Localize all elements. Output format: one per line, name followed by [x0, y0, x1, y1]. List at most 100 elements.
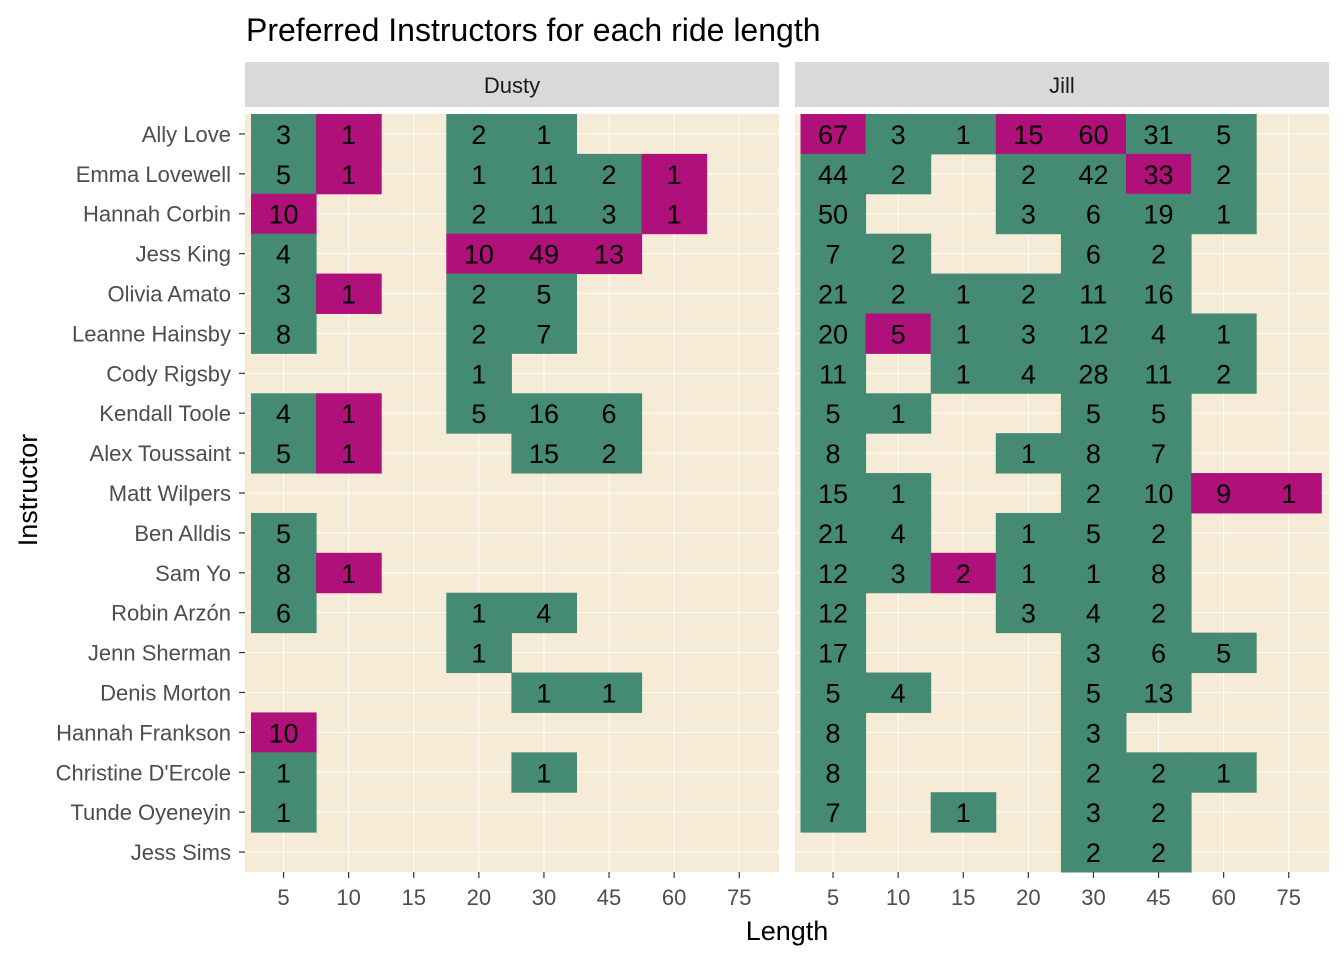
cell-value-label: 7 [1151, 439, 1166, 469]
cell-value-label: 5 [1086, 519, 1101, 549]
heatmap-cell-dusty-cody-rigsby-20 [446, 353, 512, 394]
heatmap-cell-dusty-emma-lovewell-5 [251, 153, 317, 195]
heatmap-cell-jill-emma-lovewell-30 [1060, 153, 1127, 195]
heatmap-cell-dusty-leanne-hainsby-20 [446, 313, 512, 354]
cell-value-label: 1 [341, 160, 356, 190]
heatmap-cells: 67 3 1 15 60 31 544 2 2 42 33 250 3 6 19 17 2 6 221 2 1 2 11 16… [800, 114, 1322, 873]
heatmap-cell-jill-jess-sims-30 [1060, 832, 1127, 873]
heatmap-cell-jill-olivia-amato-20 [995, 273, 1062, 314]
cell-value-label: 11 [819, 359, 847, 389]
cell-value-label: 1 [956, 798, 971, 828]
heatmap-cell-jill-olivia-amato-45 [1126, 273, 1192, 314]
cell-value-label: 6 [1086, 200, 1101, 230]
y-tick-label: Emma Lovewell [76, 162, 231, 187]
heatmap-cell-jill-leanne-hainsby-30 [1060, 313, 1127, 354]
heatmap-cell-dusty-alex-toussaint-10 [316, 433, 382, 474]
cell-value-label: 2 [1086, 479, 1101, 509]
heatmap-cell-jill-matt-wilpers-10 [865, 473, 932, 514]
heatmap-cell-jill-leanne-hainsby-5 [800, 313, 867, 354]
heatmap-cell-dusty-emma-lovewell-20 [446, 153, 512, 195]
y-tick-label: Alex Toussaint [90, 441, 231, 466]
cell-value-label: 2 [1151, 838, 1166, 868]
heatmap-cell-jill-hannah-corbin-30 [1060, 193, 1127, 235]
cell-value-label: 6 [602, 399, 617, 429]
heatmap-cell-jill-robin-arzon-30 [1060, 592, 1127, 634]
heatmap-cell-dusty-jess-king-45 [576, 233, 643, 275]
heatmap-cell-jill-ben-alldis-5 [800, 512, 867, 554]
cell-value-label: 5 [276, 160, 291, 190]
cell-value-label: 2 [1021, 280, 1036, 310]
heatmap-cell-jill-tunde-oyeneyin-30 [1060, 792, 1127, 833]
x-tick-label: 60 [662, 885, 686, 910]
cell-value-label: 3 [1086, 718, 1101, 748]
y-tick-label: Kendall Toole [99, 401, 231, 426]
heatmap-cell-dusty-tunde-oyeneyin-5 [251, 792, 317, 833]
heatmap-cell-dusty-kendall-toole-5 [251, 393, 317, 434]
heatmap-cell-jill-tunde-oyeneyin-15 [930, 792, 997, 833]
cell-value-label: 9 [1216, 479, 1231, 509]
heatmap-cell-dusty-christine-d-ercole-30 [511, 752, 577, 793]
cell-value-label: 12 [1078, 319, 1108, 349]
y-tick-label: Hannah Frankson [56, 720, 231, 745]
heatmap-cell-jill-ben-alldis-45 [1126, 512, 1192, 554]
cell-value-label: 17 [818, 639, 848, 669]
cell-value-label: 6 [1151, 639, 1166, 669]
heatmap-cell-jill-alex-toussaint-30 [1060, 433, 1127, 474]
cell-value-label: 3 [1086, 798, 1101, 828]
heatmap-cell-jill-olivia-amato-10 [865, 273, 932, 314]
heatmap-cell-jill-olivia-amato-15 [930, 273, 997, 314]
cell-value-label: 15 [529, 439, 559, 469]
x-tick-label: 75 [1277, 885, 1301, 910]
cell-value-label: 2 [1216, 160, 1231, 190]
cell-value-label: 31 [1144, 120, 1174, 150]
heatmap-cell-jill-hannah-frankson-5 [800, 712, 867, 753]
heatmap-cell-jill-jenn-sherman-60 [1191, 632, 1257, 674]
cell-value-label: 8 [826, 758, 841, 788]
cell-value-label: 5 [276, 439, 291, 469]
cell-value-label: 12 [818, 599, 848, 629]
heatmap-cell-jill-emma-lovewell-45 [1126, 153, 1192, 195]
y-tick-label: Leanne Hainsby [72, 321, 231, 346]
cell-value-label: 1 [341, 559, 356, 589]
heatmap-cell-jill-ben-alldis-20 [995, 512, 1062, 554]
facet-strip-label: Jill [1049, 73, 1075, 98]
cell-value-label: 1 [471, 160, 486, 190]
heatmap-cell-jill-kendall-toole-5 [800, 393, 867, 434]
heatmap-cell-dusty-olivia-amato-20 [446, 273, 512, 314]
cell-value-label: 12 [818, 559, 848, 589]
y-tick-label: Jess Sims [131, 840, 231, 865]
y-axis: Ally Love Emma Lovewell Hannah Corbin Jess … [56, 122, 245, 865]
heatmap-cell-jill-ally-love-20 [995, 114, 1062, 155]
heatmap-cell-jill-emma-lovewell-20 [995, 153, 1062, 195]
heatmap-cell-jill-jess-king-10 [865, 233, 932, 275]
cell-value-label: 8 [276, 559, 291, 589]
cell-value-label: 13 [594, 240, 624, 270]
heatmap-cell-jill-sam-yo-20 [995, 552, 1062, 594]
facet-strip-label: Dusty [484, 73, 540, 98]
y-axis-title: Instructor [13, 434, 43, 547]
heatmap-cell-jill-robin-arzon-45 [1126, 592, 1192, 634]
cell-value-label: 2 [1151, 240, 1166, 270]
x-tick-label: 15 [951, 885, 975, 910]
cell-value-label: 2 [891, 280, 906, 310]
cell-value-label: 10 [464, 240, 494, 270]
heatmap-cell-dusty-alex-toussaint-45 [576, 433, 643, 474]
cell-value-label: 2 [471, 200, 486, 230]
cell-value-label: 13 [1144, 678, 1174, 708]
cell-value-label: 4 [536, 599, 551, 629]
heatmap-cell-jill-cody-rigsby-5 [800, 353, 867, 394]
heatmap-cell-jill-jess-sims-45 [1126, 832, 1192, 873]
heatmap-cell-dusty-ben-alldis-5 [251, 512, 317, 554]
y-tick-label: Robin Arzón [111, 601, 231, 626]
cell-value-label: 4 [1021, 359, 1036, 389]
y-tick-label: Tunde Oyeneyin [70, 800, 231, 825]
cell-value-label: 11 [1145, 359, 1173, 389]
y-tick-label: Christine D'Ercole [56, 760, 231, 785]
heatmap-cell-dusty-hannah-corbin-45 [576, 193, 643, 235]
x-tick-label: 45 [597, 885, 621, 910]
heatmap-cell-jill-ally-love-10 [865, 114, 932, 155]
heatmap-cell-jill-hannah-corbin-20 [995, 193, 1062, 235]
heatmap-cell-dusty-robin-arzon-30 [511, 592, 577, 634]
heatmap-cell-dusty-emma-lovewell-45 [576, 153, 643, 195]
